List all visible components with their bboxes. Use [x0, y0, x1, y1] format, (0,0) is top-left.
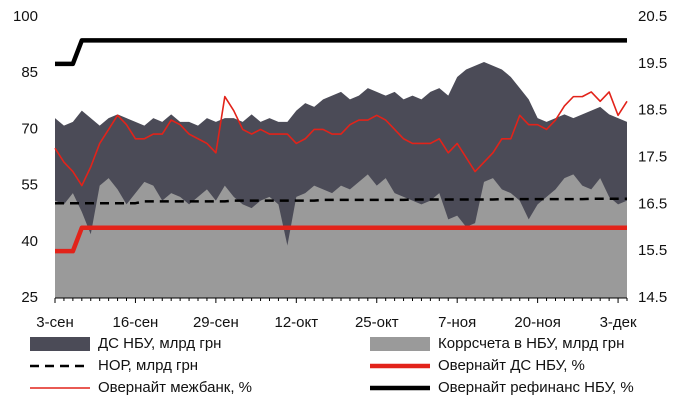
legend-label: Овернайт межбанк, % [98, 379, 252, 396]
y2-tick-label: 16.5 [638, 195, 667, 212]
y-tick-label: 70 [21, 120, 38, 137]
x-tick-label: 3-дек [600, 314, 637, 331]
line [54, 91, 628, 187]
x-tick-label: 25-окт [355, 314, 399, 331]
y-tick-label: 40 [21, 233, 38, 250]
line [55, 197, 627, 205]
legend-swatch [30, 337, 90, 351]
x-tick-label: 12-окт [275, 314, 319, 331]
legend-label: Овернайт рефинанс НБУ, % [438, 379, 634, 396]
legend-label: НОР, млрд грн [98, 357, 198, 374]
x-tick-label: 7-ноя [438, 314, 476, 331]
y2-tick-label: 15.5 [638, 242, 667, 259]
legend-label: Овернайт ДС НБУ, % [438, 357, 585, 374]
x-tick-label: 3-сен [36, 314, 73, 331]
area [55, 174, 627, 298]
line [55, 38, 627, 67]
x-tick-label: 20-ноя [514, 314, 560, 331]
x-tick-label: 16-сен [113, 314, 159, 331]
y-tick-label: 100 [13, 8, 38, 25]
y2-tick-label: 19.5 [638, 55, 667, 72]
legend-label: ДС НБУ, млрд грн [98, 335, 221, 352]
y2-tick-label: 14.5 [638, 289, 667, 306]
y-tick-label: 85 [21, 64, 38, 81]
y2-tick-label: 18.5 [638, 102, 667, 119]
y-tick-label: 55 [21, 177, 38, 194]
legend-label: Коррсчета в НБУ, млрд грн [438, 335, 624, 352]
y2-tick-label: 17.5 [638, 148, 667, 165]
legend-swatch [370, 337, 430, 351]
x-tick-label: 29-сен [193, 314, 239, 331]
y2-tick-label: 20.5 [638, 8, 667, 25]
line [55, 225, 627, 254]
y-tick-label: 25 [21, 289, 38, 306]
